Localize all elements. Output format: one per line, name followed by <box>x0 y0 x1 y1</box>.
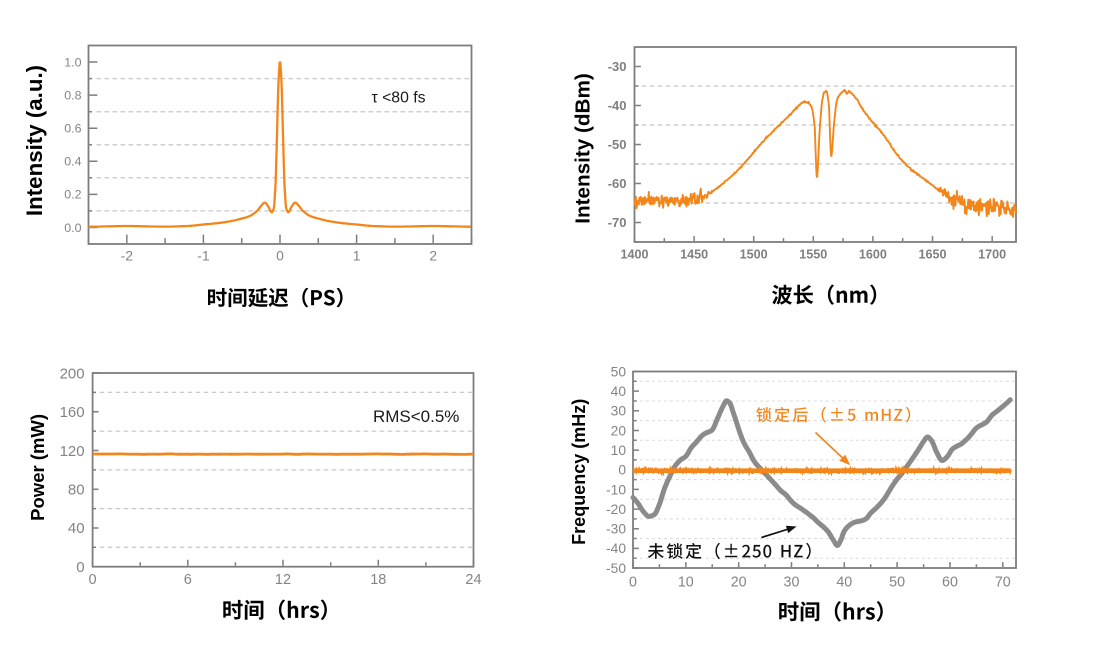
svg-text:50: 50 <box>611 364 627 379</box>
svg-text:1550: 1550 <box>799 247 827 261</box>
svg-text:40: 40 <box>836 575 852 591</box>
svg-text:50: 50 <box>889 575 905 591</box>
svg-text:60: 60 <box>942 575 958 591</box>
svg-text:0: 0 <box>276 248 284 264</box>
svg-text:0.8: 0.8 <box>64 89 81 103</box>
svg-text:40: 40 <box>611 384 627 399</box>
svg-text:120: 120 <box>60 443 85 460</box>
svg-text:-70: -70 <box>608 215 627 230</box>
svg-text:-30: -30 <box>608 59 627 74</box>
svg-text:1400: 1400 <box>620 247 648 261</box>
svg-text:10: 10 <box>678 575 694 591</box>
svg-text:-2: -2 <box>121 248 134 264</box>
svg-text:0.0: 0.0 <box>64 221 81 235</box>
svg-text:0: 0 <box>629 575 637 591</box>
svg-text:0.2: 0.2 <box>64 188 81 202</box>
svg-text:0: 0 <box>618 463 626 478</box>
svg-text:20: 20 <box>611 423 627 438</box>
svg-text:-60: -60 <box>608 176 627 191</box>
svg-text:1700: 1700 <box>978 247 1006 261</box>
svg-text:70: 70 <box>995 575 1011 591</box>
svg-text:1.0: 1.0 <box>64 55 81 69</box>
svg-text:Frequency (mHz): Frequency (mHz) <box>569 399 589 545</box>
svg-text:1600: 1600 <box>859 247 887 261</box>
svg-text:0: 0 <box>89 572 97 588</box>
svg-text:1: 1 <box>353 248 361 264</box>
svg-text:18: 18 <box>370 572 386 588</box>
svg-text:12: 12 <box>275 572 291 588</box>
svg-text:τ <80 fs: τ <80 fs <box>371 89 425 106</box>
svg-text:0: 0 <box>76 559 84 576</box>
svg-text:Intensity (a.u.): Intensity (a.u.) <box>22 65 47 216</box>
svg-text:2: 2 <box>429 248 437 264</box>
svg-text:0.6: 0.6 <box>64 122 81 136</box>
svg-text:-20: -20 <box>606 502 626 517</box>
svg-text:Intensity (dBm): Intensity (dBm) <box>572 73 595 224</box>
svg-text:20: 20 <box>731 575 747 591</box>
svg-text:0.4: 0.4 <box>64 155 81 169</box>
svg-text:-50: -50 <box>606 561 626 576</box>
svg-text:-50: -50 <box>608 137 627 152</box>
svg-text:-40: -40 <box>606 541 626 556</box>
svg-text:6: 6 <box>184 572 192 588</box>
svg-text:80: 80 <box>68 482 85 499</box>
svg-text:1450: 1450 <box>680 247 708 261</box>
svg-text:24: 24 <box>465 572 481 588</box>
svg-text:30: 30 <box>611 404 627 419</box>
svg-text:1500: 1500 <box>740 247 768 261</box>
svg-text:-10: -10 <box>606 482 626 497</box>
svg-text:1650: 1650 <box>918 247 946 261</box>
svg-text:40: 40 <box>68 520 85 537</box>
svg-text:-40: -40 <box>608 98 627 113</box>
svg-text:10: 10 <box>611 443 627 458</box>
svg-text:160: 160 <box>60 404 85 421</box>
svg-text:200: 200 <box>60 365 85 382</box>
svg-text:RMS<0.5%: RMS<0.5% <box>373 407 459 426</box>
svg-text:-30: -30 <box>606 522 626 537</box>
svg-text:-1: -1 <box>197 248 210 264</box>
svg-text:30: 30 <box>784 575 800 591</box>
svg-text:Power (mW): Power (mW) <box>27 414 48 521</box>
